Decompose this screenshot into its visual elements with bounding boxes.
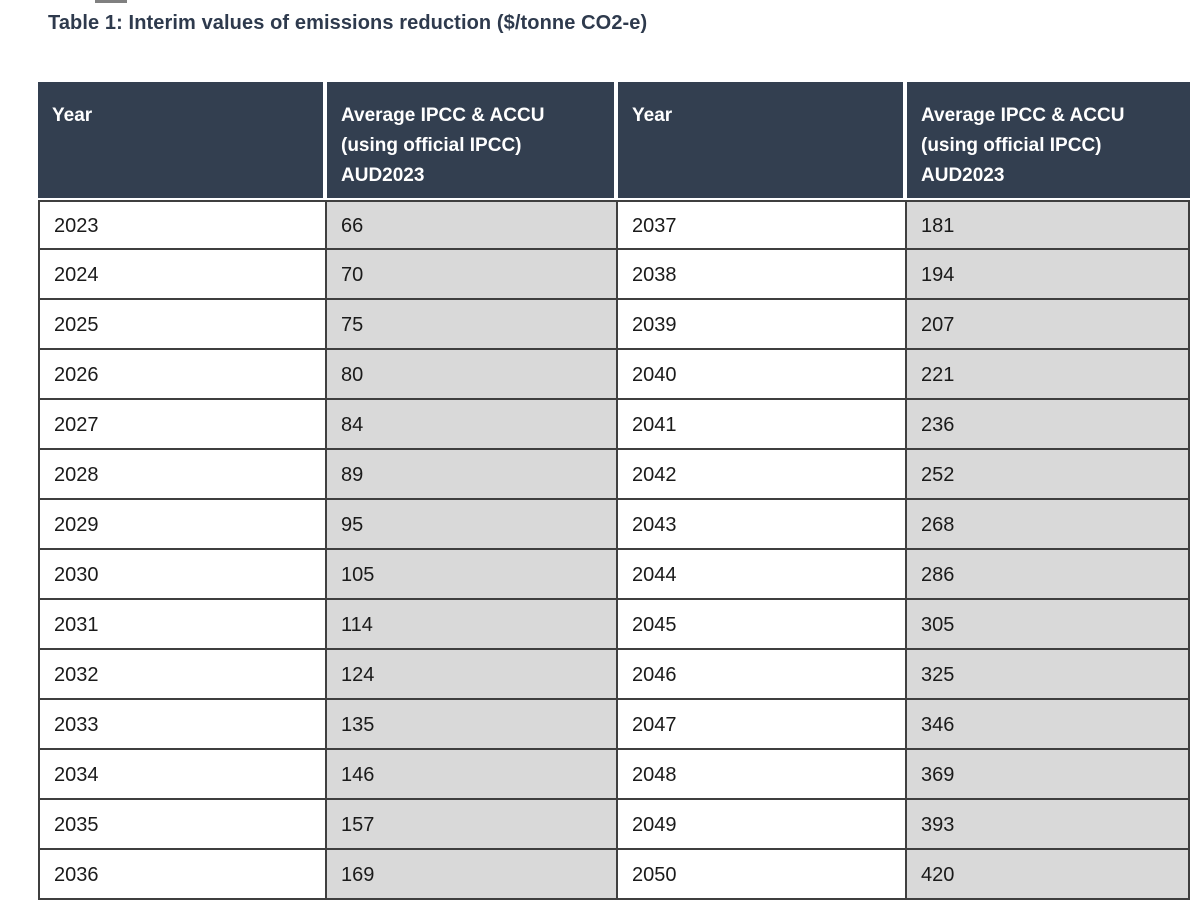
year-cell: 2037 xyxy=(618,200,907,250)
value-cell: 268 xyxy=(907,500,1190,550)
year-cell: 2047 xyxy=(618,700,907,750)
table-row: 2026 80 2040 221 xyxy=(38,350,1190,400)
year-cell: 2043 xyxy=(618,500,907,550)
value-cell: 157 xyxy=(327,800,618,850)
year-cell: 2035 xyxy=(38,800,327,850)
table-title: Table 1: Interim values of emissions red… xyxy=(48,12,648,34)
value-cell: 236 xyxy=(907,400,1190,450)
value-cell: 114 xyxy=(327,600,618,650)
value-cell: 124 xyxy=(327,650,618,700)
year-cell: 2023 xyxy=(38,200,327,250)
table-row: 2027 84 2041 236 xyxy=(38,400,1190,450)
value-cell: 194 xyxy=(907,250,1190,300)
table-row: 2025 75 2039 207 xyxy=(38,300,1190,350)
table-header: Year Average IPCC & ACCU (using official… xyxy=(38,82,1190,200)
table-row: 2034 146 2048 369 xyxy=(38,750,1190,800)
value-cell: 105 xyxy=(327,550,618,600)
table-body: 2023 66 2037 181 2024 70 2038 194 2025 7… xyxy=(38,200,1190,900)
year-cell: 2033 xyxy=(38,700,327,750)
header-year-left: Year xyxy=(38,82,327,200)
year-cell: 2040 xyxy=(618,350,907,400)
year-cell: 2030 xyxy=(38,550,327,600)
value-cell: 286 xyxy=(907,550,1190,600)
year-cell: 2024 xyxy=(38,250,327,300)
header-row: Year Average IPCC & ACCU (using official… xyxy=(38,82,1190,200)
value-cell: 135 xyxy=(327,700,618,750)
value-cell: 95 xyxy=(327,500,618,550)
cropped-element-artifact xyxy=(95,0,127,3)
year-cell: 2048 xyxy=(618,750,907,800)
year-cell: 2039 xyxy=(618,300,907,350)
year-cell: 2028 xyxy=(38,450,327,500)
year-cell: 2032 xyxy=(38,650,327,700)
year-cell: 2025 xyxy=(38,300,327,350)
table-row: 2030 105 2044 286 xyxy=(38,550,1190,600)
header-year-right: Year xyxy=(618,82,907,200)
value-cell: 84 xyxy=(327,400,618,450)
table-row: 2032 124 2046 325 xyxy=(38,650,1190,700)
table-row: 2029 95 2043 268 xyxy=(38,500,1190,550)
value-cell: 221 xyxy=(907,350,1190,400)
value-cell: 181 xyxy=(907,200,1190,250)
table-row: 2028 89 2042 252 xyxy=(38,450,1190,500)
year-cell: 2031 xyxy=(38,600,327,650)
year-cell: 2045 xyxy=(618,600,907,650)
table-row: 2035 157 2049 393 xyxy=(38,800,1190,850)
value-cell: 305 xyxy=(907,600,1190,650)
year-cell: 2038 xyxy=(618,250,907,300)
year-cell: 2034 xyxy=(38,750,327,800)
table-row: 2033 135 2047 346 xyxy=(38,700,1190,750)
table-row: 2024 70 2038 194 xyxy=(38,250,1190,300)
value-cell: 207 xyxy=(907,300,1190,350)
year-cell: 2044 xyxy=(618,550,907,600)
value-cell: 393 xyxy=(907,800,1190,850)
header-value-right: Average IPCC & ACCU (using official IPCC… xyxy=(907,82,1190,200)
value-cell: 325 xyxy=(907,650,1190,700)
year-cell: 2026 xyxy=(38,350,327,400)
value-cell: 346 xyxy=(907,700,1190,750)
table-row: 2031 114 2045 305 xyxy=(38,600,1190,650)
year-cell: 2041 xyxy=(618,400,907,450)
year-cell: 2029 xyxy=(38,500,327,550)
year-cell: 2036 xyxy=(38,850,327,900)
value-cell: 146 xyxy=(327,750,618,800)
value-cell: 169 xyxy=(327,850,618,900)
header-value-left: Average IPCC & ACCU (using official IPCC… xyxy=(327,82,618,200)
value-cell: 66 xyxy=(327,200,618,250)
table-row: 2036 169 2050 420 xyxy=(38,850,1190,900)
year-cell: 2050 xyxy=(618,850,907,900)
value-cell: 252 xyxy=(907,450,1190,500)
table-row: 2023 66 2037 181 xyxy=(38,200,1190,250)
value-cell: 75 xyxy=(327,300,618,350)
value-cell: 369 xyxy=(907,750,1190,800)
value-cell: 89 xyxy=(327,450,618,500)
year-cell: 2046 xyxy=(618,650,907,700)
year-cell: 2049 xyxy=(618,800,907,850)
value-cell: 70 xyxy=(327,250,618,300)
year-cell: 2027 xyxy=(38,400,327,450)
value-cell: 80 xyxy=(327,350,618,400)
year-cell: 2042 xyxy=(618,450,907,500)
value-cell: 420 xyxy=(907,850,1190,900)
emissions-values-table: Year Average IPCC & ACCU (using official… xyxy=(38,82,1190,900)
